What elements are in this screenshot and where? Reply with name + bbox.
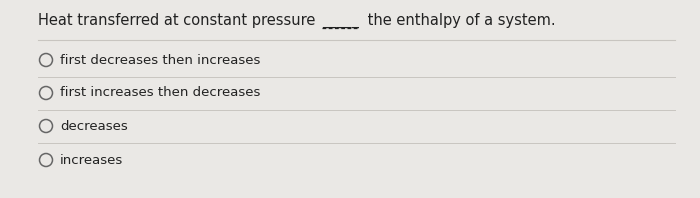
Text: first increases then decreases: first increases then decreases [60, 87, 260, 100]
Text: Heat transferred at constant pressure: Heat transferred at constant pressure [38, 12, 320, 28]
Text: the enthalpy of a system.: the enthalpy of a system. [363, 12, 556, 28]
Text: increases: increases [60, 153, 123, 167]
Text: first decreases then increases: first decreases then increases [60, 53, 260, 67]
Text: decreases: decreases [60, 120, 127, 132]
Text: _____: _____ [322, 12, 359, 28]
